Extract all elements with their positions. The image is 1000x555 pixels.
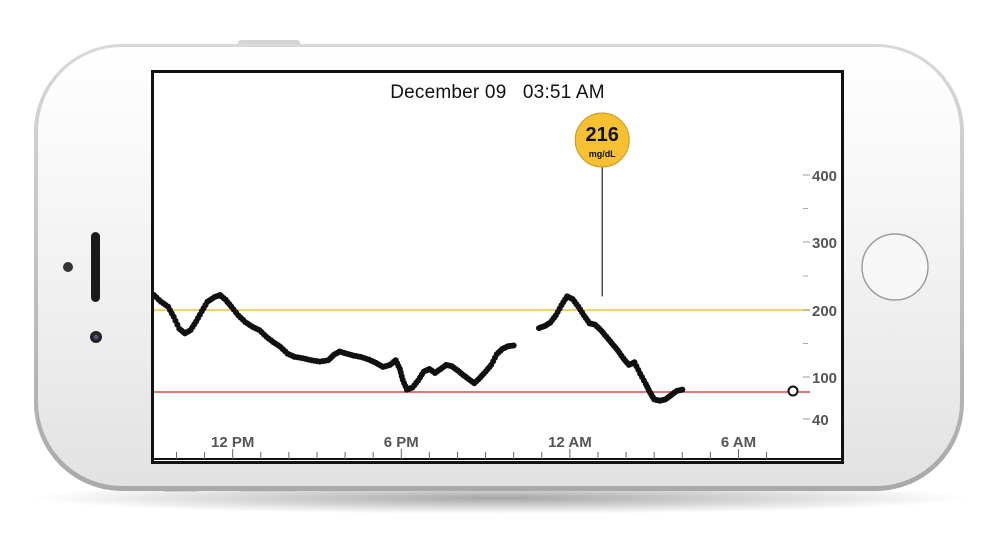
y-tick-label: 100 [812,370,837,387]
x-tick-label: 12 PM [211,434,254,451]
screen [154,73,841,461]
header-datetime: December 09 03:51 AM [153,82,842,104]
x-tick-label: 6 AM [721,434,756,451]
callout-bubble [574,112,630,168]
y-tick-label: 300 [812,235,837,252]
header-date: December 09 [390,82,507,103]
callout-value: 216 [586,124,619,146]
glucose-chart: 40 100 200 300 400 12 PM 6 PM 12 AM 6 AM 216 mg/… [151,112,841,460]
proximity-sensor [63,262,73,272]
speaker-grille [91,232,100,302]
callout-unit: mg/dL [589,149,616,159]
y-tick-label: 400 [812,168,837,185]
y-tick-label: 40 [812,412,829,429]
home-button[interactable] [861,233,929,301]
glucose-point [679,386,686,393]
x-tick-label: 12 AM [548,434,592,451]
current-reading-marker [787,385,799,397]
y-tick-label: 200 [812,303,837,320]
glucose-point [510,342,517,349]
x-tick-label: 6 PM [384,434,419,451]
header-time: 03:51 AM [522,82,605,103]
camera-lens [93,334,99,340]
